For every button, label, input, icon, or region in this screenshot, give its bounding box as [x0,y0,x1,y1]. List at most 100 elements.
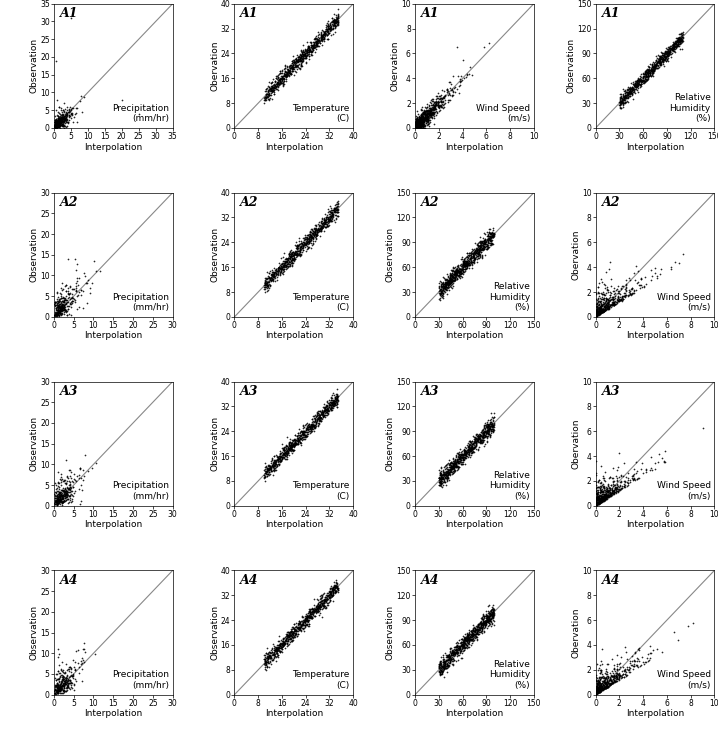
Point [280,633,292,645]
Point [673,28,685,40]
Point [307,39,319,51]
Point [600,305,611,317]
Point [476,434,488,446]
Point [60,666,71,678]
Point [266,462,277,474]
Point [460,637,471,649]
Point [646,69,658,81]
Point [432,92,443,104]
Point [291,434,302,446]
Point [466,446,477,458]
Point [322,215,334,227]
Point [595,496,606,508]
Point [488,411,499,423]
Point [57,109,68,121]
Point [439,94,450,106]
Point [640,463,652,475]
Point [592,306,603,318]
Point [455,267,467,279]
Point [482,229,493,241]
Point [454,449,466,461]
Point [281,637,293,649]
Point [276,452,287,464]
Point [282,260,294,272]
Point [56,302,67,314]
Point [59,678,70,690]
Point [52,496,64,508]
Point [270,641,281,653]
Point [439,470,450,481]
Point [598,493,610,505]
Point [75,285,87,296]
Point [52,307,64,319]
Point [421,113,433,125]
Point [270,264,281,276]
Point [417,119,429,131]
Point [52,115,64,127]
Point [654,59,666,71]
Point [598,481,610,493]
Point [477,614,489,626]
Point [620,88,632,100]
Point [322,407,333,419]
Point [280,635,292,646]
Point [330,392,341,404]
Point [600,485,612,497]
Point [678,247,689,259]
Point [606,653,617,665]
Point [612,670,623,682]
Point [459,257,470,269]
Point [327,594,338,606]
Point [303,420,314,432]
Point [603,294,615,306]
Point [49,687,60,699]
Point [311,224,322,236]
Point [283,255,294,267]
Point [600,484,611,496]
Point [52,686,63,698]
Point [319,409,330,421]
Point [643,61,654,73]
Point [57,484,68,496]
Point [592,494,603,506]
Point [312,36,324,48]
Point [312,406,324,418]
Point [615,97,627,108]
Point [481,239,493,250]
Point [600,667,611,679]
Point [315,30,327,42]
Point [49,684,60,696]
Point [597,303,609,315]
Point [414,110,425,122]
Point [314,418,325,429]
Point [285,626,297,637]
Point [610,484,622,496]
Point [264,267,275,279]
Point [466,69,477,81]
Point [418,112,429,124]
Point [597,298,609,310]
Point [460,447,472,458]
Point [462,630,473,642]
Point [411,122,423,134]
Point [281,70,292,82]
Point [610,675,621,687]
Point [294,618,305,630]
Point [484,227,495,239]
Point [260,272,271,284]
Point [57,499,68,510]
Point [52,643,64,655]
Point [63,105,75,117]
Point [465,441,476,453]
Point [413,119,424,131]
Point [477,429,489,441]
Point [421,100,433,112]
Point [279,59,291,71]
Point [264,273,275,285]
Y-axis label: Observation: Observation [29,39,39,94]
Point [590,309,602,321]
Point [473,244,485,256]
Point [654,51,666,63]
Point [296,237,307,249]
Point [592,679,603,691]
